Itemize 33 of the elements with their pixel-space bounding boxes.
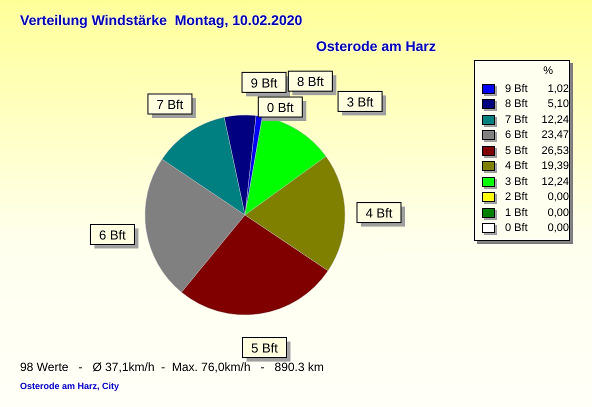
legend-label: 0 Bft [505,222,529,234]
slice-label: 7 Bft [156,97,184,112]
legend-title: % [542,65,554,79]
legend-label: 3 Bft [505,176,529,188]
legend-label: 2 Bft [505,191,529,204]
slice-label: 6 Bft [99,227,126,242]
legend-label: 7 Bft [505,114,529,126]
data-label: 19,39 [540,160,569,172]
category-label: 8 Bft [296,74,324,90]
data-label: 26,53 [540,144,569,157]
text: 0,00 [548,206,569,219]
text: Osterode am Harz, City [20,381,120,391]
legend-label: 8 Bft [505,98,529,110]
data-label: 12,24 [540,176,569,188]
data-label: 12,24 [540,114,569,126]
data-label: 5,10 [546,98,569,110]
slice-label: 9 Bft [250,75,278,90]
legend-label: 6 Bft [505,129,529,142]
text: 98 Werte - Ø 37,1km/h - Max. 76,0km/h - 890.3 km [20,360,324,374]
data-label: 23,47 [540,129,569,142]
slice-label: 4 Bft [366,206,393,221]
slice-label: 5 Bft [251,340,278,356]
text: 0,00 [548,222,569,234]
chart-title: Verteilung Windstärke Montag, 10.02.2020 [20,12,302,28]
category-label: 3 Bft [346,94,374,110]
legend-label: 5 Bft [505,144,529,157]
legend-label: 9 Bft [505,82,529,95]
legend-label: 4 Bft [505,160,529,172]
data-label: 1,02 [546,82,569,95]
legend-label: 1 Bft [505,206,529,219]
category-label: 0 Bft [266,100,294,116]
chart-subtitle: Osterode am Harz [316,38,436,54]
text: 0,00 [548,191,569,204]
